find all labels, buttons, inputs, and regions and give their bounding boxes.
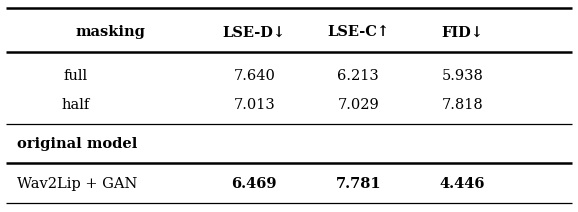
Text: 6.213: 6.213 [338,69,379,83]
Text: 6.469: 6.469 [232,177,277,191]
Text: 7.029: 7.029 [338,98,379,112]
Text: 5.938: 5.938 [442,69,483,83]
Text: 7.781: 7.781 [336,177,381,191]
Text: 7.013: 7.013 [234,98,275,112]
Text: LSE-D↓: LSE-D↓ [223,25,286,39]
Text: Wav2Lip + GAN: Wav2Lip + GAN [17,177,138,191]
Text: 7.818: 7.818 [442,98,483,112]
Text: half: half [61,98,89,112]
Text: LSE-C↑: LSE-C↑ [327,25,390,39]
Text: 4.446: 4.446 [440,177,485,191]
Text: masking: masking [75,25,145,39]
Text: 7.640: 7.640 [234,69,275,83]
Text: full: full [63,69,87,83]
Text: FID↓: FID↓ [442,25,483,39]
Text: original model: original model [17,137,138,151]
